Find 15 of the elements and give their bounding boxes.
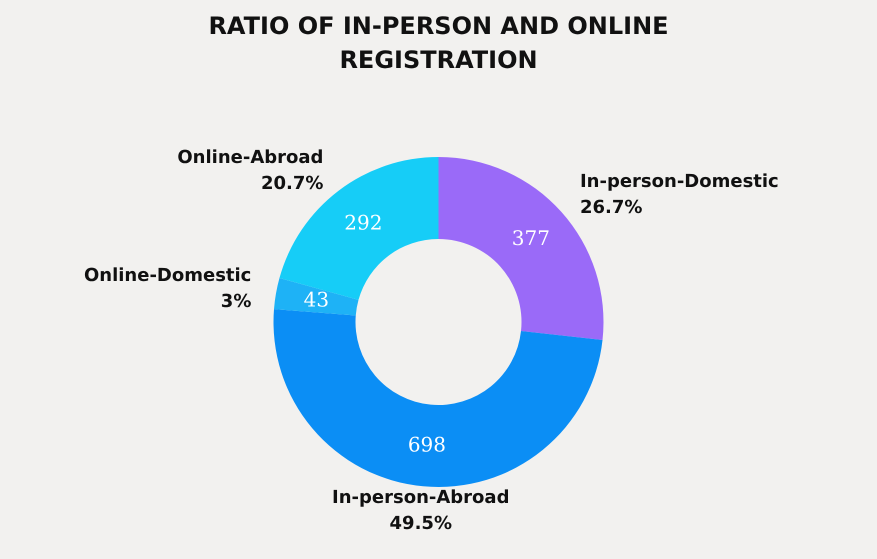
- text: 20.7%: [260, 172, 324, 194]
- data-label: 292: [344, 210, 382, 234]
- text: 49.5%: [390, 513, 452, 534]
- slice-label: Online-Abroad: [177, 146, 324, 168]
- slice-label: Online-Domestic: [84, 265, 252, 286]
- donut-slice: [274, 309, 603, 487]
- text: 3%: [220, 291, 252, 312]
- slice-label: In-person-Abroad: [332, 487, 510, 508]
- text: 26.7%: [580, 197, 642, 218]
- slice-label: In-person-Domestic: [580, 171, 779, 192]
- donut-slice: [274, 278, 358, 316]
- data-label: 698: [408, 432, 446, 456]
- chart-title: RATIO OF IN-PERSON AND ONLINE REGISTRATION: [208, 12, 669, 74]
- data-label: 43: [304, 288, 330, 312]
- data-label: 377: [512, 226, 550, 250]
